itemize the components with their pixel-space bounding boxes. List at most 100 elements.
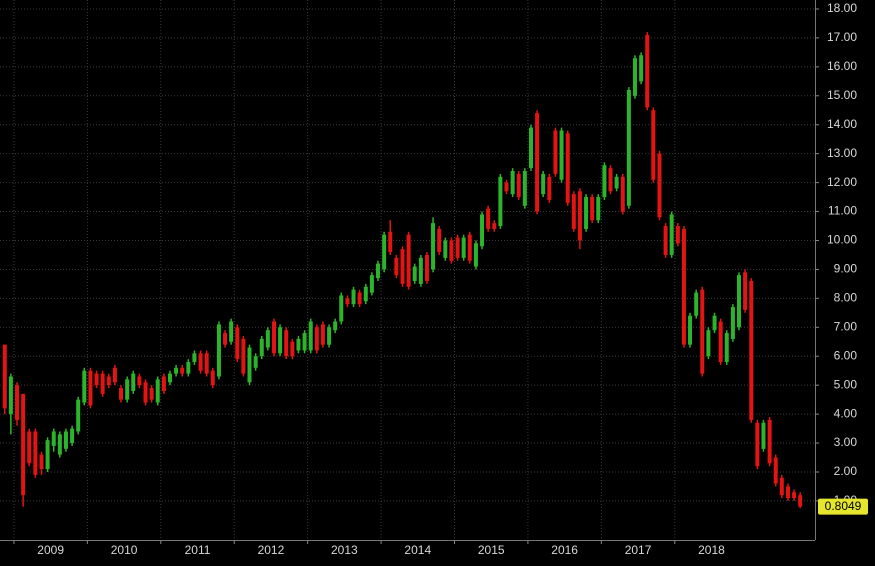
candle-body bbox=[394, 257, 399, 276]
candle-body bbox=[737, 275, 742, 328]
candle-body bbox=[88, 370, 93, 406]
candle-body bbox=[8, 376, 13, 415]
candle-body bbox=[694, 292, 699, 316]
candle-body bbox=[229, 321, 234, 342]
candle-body bbox=[382, 234, 387, 270]
candle-body bbox=[792, 492, 797, 499]
y-tick-label: 5.00 bbox=[834, 377, 858, 391]
candle-body bbox=[70, 428, 75, 444]
candle-body bbox=[198, 353, 203, 371]
candle-body bbox=[761, 422, 766, 449]
y-tick-label: 7.00 bbox=[834, 319, 858, 333]
candle-body bbox=[651, 110, 656, 180]
candle-body bbox=[424, 254, 429, 281]
candle-body bbox=[767, 419, 772, 464]
candle-body bbox=[504, 182, 509, 192]
candle-body bbox=[779, 477, 784, 496]
candle-body bbox=[204, 353, 209, 374]
candle-body bbox=[235, 327, 240, 360]
candle-body bbox=[259, 338, 264, 357]
last-value-tag bbox=[818, 498, 868, 515]
candle-body bbox=[639, 55, 644, 82]
candle-body bbox=[180, 367, 185, 374]
y-tick-label: 17.00 bbox=[827, 30, 857, 44]
y-tick-label: 12.00 bbox=[827, 175, 857, 189]
candle-body bbox=[137, 376, 142, 386]
candle-body bbox=[119, 388, 124, 400]
candle-body bbox=[712, 315, 717, 331]
candle-body bbox=[27, 431, 32, 464]
candle-body bbox=[645, 35, 650, 108]
candle-body bbox=[547, 176, 552, 200]
candle-body bbox=[131, 373, 136, 391]
candle-body bbox=[33, 431, 38, 475]
candle-body bbox=[431, 223, 436, 270]
candle-body bbox=[106, 376, 111, 386]
x-tick-label: 2013 bbox=[331, 543, 358, 557]
candle-body bbox=[700, 289, 705, 374]
x-tick-label: 2010 bbox=[111, 543, 138, 557]
candle-body bbox=[730, 307, 735, 339]
candle-body bbox=[76, 399, 81, 432]
candle-body bbox=[565, 133, 570, 203]
candle-body bbox=[272, 321, 277, 354]
y-tick-label: 10.00 bbox=[827, 233, 857, 247]
candle-body bbox=[614, 176, 619, 189]
candle-body bbox=[125, 379, 130, 400]
candle-body bbox=[57, 434, 62, 455]
candle-body bbox=[143, 382, 148, 403]
candle-body bbox=[785, 486, 790, 499]
y-tick-label: 13.00 bbox=[827, 146, 857, 160]
x-tick-label: 2014 bbox=[404, 543, 431, 557]
candle-body bbox=[443, 240, 448, 258]
candle-body bbox=[39, 454, 44, 470]
candle-body bbox=[320, 324, 325, 345]
candle-body bbox=[296, 338, 301, 351]
candle-body bbox=[626, 90, 631, 206]
candle-body bbox=[675, 226, 680, 244]
candle-body bbox=[510, 171, 515, 195]
candle-body bbox=[253, 356, 258, 368]
candle-body bbox=[161, 376, 166, 391]
candle-body bbox=[21, 393, 26, 496]
last-value-label: 0.8049 bbox=[825, 499, 862, 513]
candle-body bbox=[449, 240, 454, 261]
candle-body bbox=[265, 330, 270, 348]
candle-body bbox=[63, 431, 68, 449]
candle-body bbox=[223, 333, 228, 345]
candle-body bbox=[94, 373, 99, 386]
candle-body bbox=[216, 324, 221, 377]
y-tick-label: 18.00 bbox=[827, 1, 857, 15]
candle-body bbox=[369, 275, 374, 293]
candle-body bbox=[241, 338, 246, 374]
y-tick-label: 14.00 bbox=[827, 117, 857, 131]
y-tick-label: 15.00 bbox=[827, 88, 857, 102]
x-tick-label: 2015 bbox=[478, 543, 505, 557]
x-tick-label: 2012 bbox=[258, 543, 285, 557]
candle-body bbox=[345, 298, 350, 305]
candle-body bbox=[773, 457, 778, 484]
candle-body bbox=[412, 266, 417, 281]
candle-body bbox=[351, 289, 356, 305]
candle-body bbox=[15, 385, 20, 420]
y-tick-label: 11.00 bbox=[828, 204, 857, 218]
candle-body bbox=[51, 431, 56, 446]
candle-body bbox=[755, 422, 760, 467]
x-tick-label: 2016 bbox=[551, 543, 578, 557]
candle-body bbox=[620, 176, 625, 212]
candle-body bbox=[339, 295, 344, 322]
candle-body bbox=[743, 272, 748, 310]
candle-body bbox=[100, 373, 105, 394]
candle-body bbox=[45, 440, 50, 470]
candle-body bbox=[278, 327, 283, 354]
candle-body bbox=[149, 388, 154, 400]
candle-body bbox=[400, 249, 405, 284]
candle-body bbox=[333, 321, 338, 331]
candle-body bbox=[247, 347, 252, 383]
candle-body bbox=[357, 292, 362, 305]
candle-body bbox=[473, 243, 478, 267]
y-tick-label: 16.00 bbox=[827, 59, 857, 73]
candle-body bbox=[798, 495, 803, 507]
candle-body bbox=[498, 176, 503, 227]
x-tick-label: 2009 bbox=[37, 543, 64, 557]
